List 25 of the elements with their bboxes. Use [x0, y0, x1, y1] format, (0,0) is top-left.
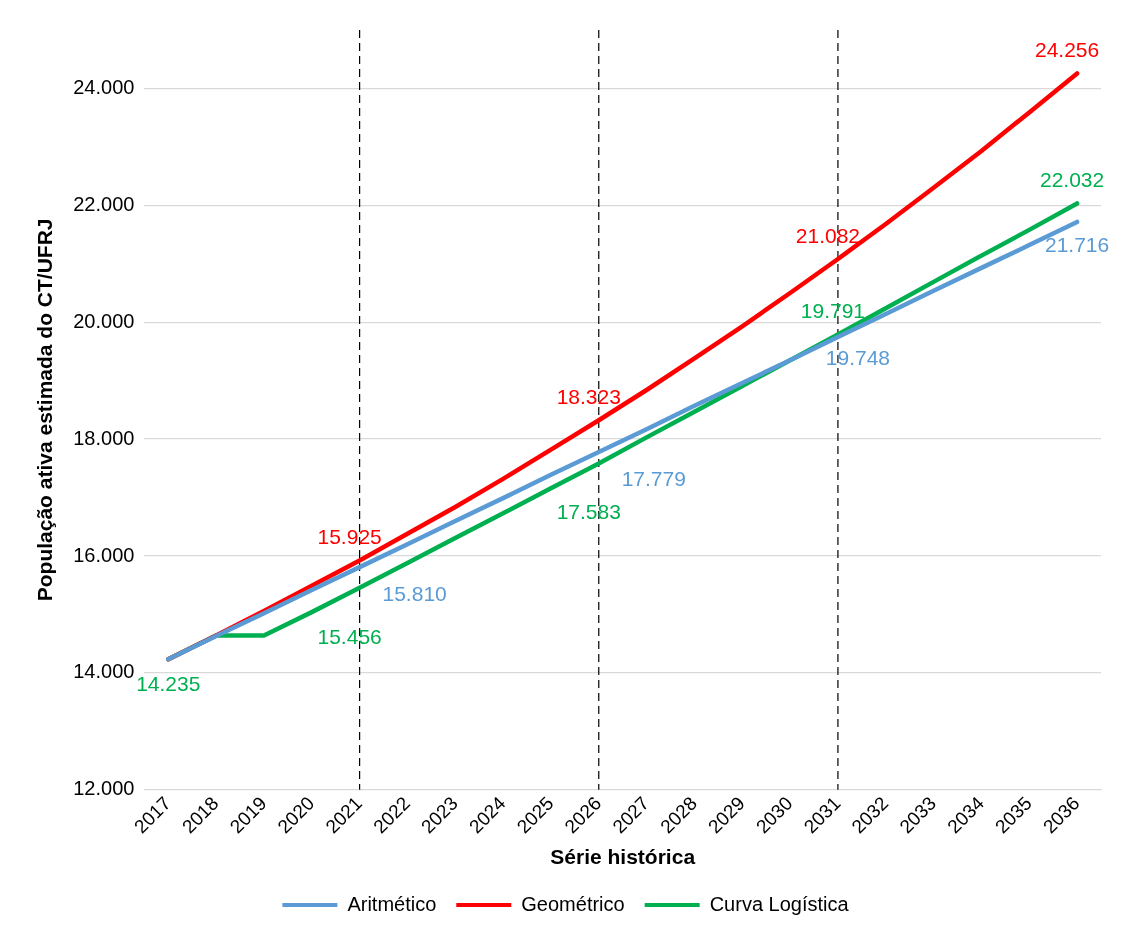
data-label: 15.456 [317, 624, 382, 648]
y-tick-label: 18.000 [73, 426, 135, 449]
data-label: 21.716 [1044, 232, 1110, 256]
data-label: 19.791 [800, 299, 866, 323]
data-label: 18.323 [556, 385, 621, 409]
data-label: 17.583 [556, 500, 621, 524]
data-label: 14.235 [136, 671, 201, 695]
y-tick-label: 14.000 [73, 660, 135, 683]
y-tick-label: 16.000 [73, 543, 135, 566]
legend-label: Curva Logística [709, 892, 850, 915]
data-label: 15.925 [317, 525, 382, 549]
y-tick-label: 20.000 [73, 309, 135, 332]
legend-label: Aritmético [347, 892, 437, 915]
data-label: 24.256 [1034, 38, 1100, 62]
y-axis-title: População ativa estimada do CT/UFRJ [33, 218, 57, 602]
data-label: 22.032 [1039, 168, 1105, 192]
y-tick-label: 24.000 [73, 75, 135, 98]
legend-label: Geométrico [521, 892, 625, 915]
x-axis-title: Série histórica [550, 845, 696, 869]
data-label: 19.748 [825, 345, 891, 369]
data-label: 21.082 [795, 223, 861, 247]
data-label: 17.779 [621, 466, 686, 490]
y-tick-label: 22.000 [73, 192, 135, 215]
data-label: 15.810 [382, 581, 447, 605]
y-tick-label: 12.000 [73, 777, 135, 800]
